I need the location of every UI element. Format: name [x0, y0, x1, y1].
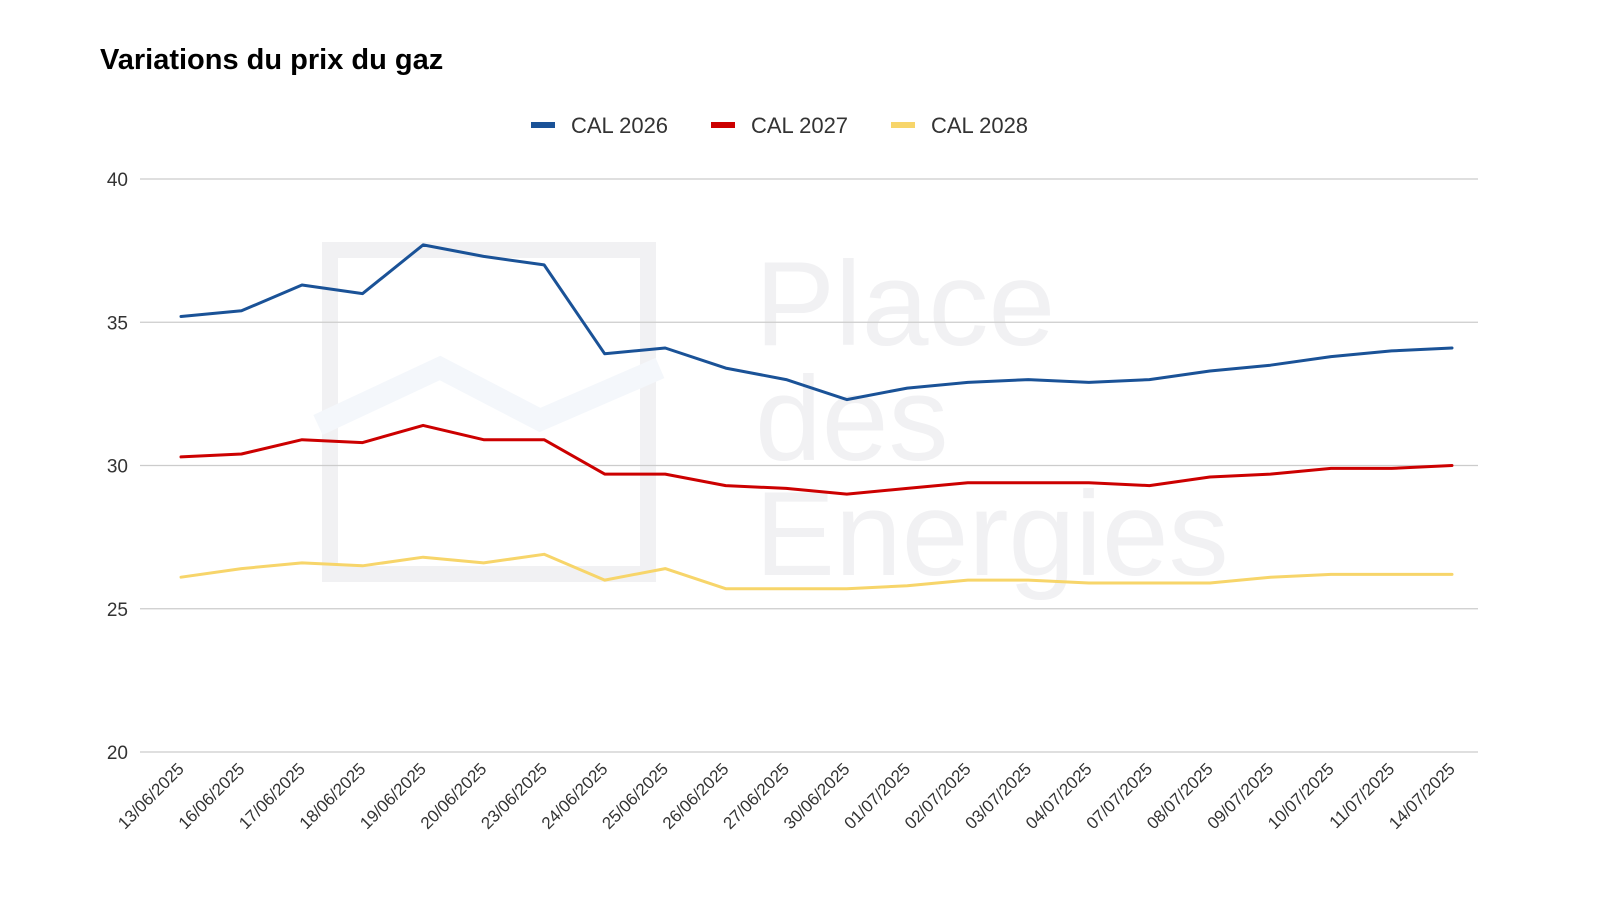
y-tick-label: 40	[107, 170, 128, 191]
x-tick-label: 14/07/2025	[1385, 759, 1459, 833]
x-tick-label: 10/07/2025	[1264, 759, 1338, 833]
series-lines	[179, 243, 1454, 591]
legend[interactable]: CAL 2026 CAL 2027 CAL 2028	[531, 113, 1028, 138]
watermark-text-place: Place	[755, 237, 1055, 371]
legend-swatch	[531, 122, 555, 128]
watermark-logo: Place des Energies	[313, 237, 1229, 601]
watermark-text-des: des	[755, 352, 948, 486]
y-axis: 40 35 30 25 20	[107, 170, 128, 764]
legend-label: CAL 2027	[751, 113, 848, 138]
legend-swatch	[711, 122, 735, 128]
chart-title: Variations du prix du gaz	[100, 44, 444, 76]
y-tick-label: 30	[107, 457, 128, 478]
legend-swatch	[891, 122, 915, 128]
y-tick-label: 20	[107, 743, 128, 764]
y-tick-label: 35	[107, 313, 128, 334]
series-line-cal-2027[interactable]	[179, 423, 1454, 496]
y-tick-label: 25	[107, 600, 128, 621]
legend-label: CAL 2026	[571, 113, 668, 138]
x-axis: 13/06/202516/06/202517/06/202518/06/2025…	[114, 759, 1459, 833]
legend-item-cal-2026[interactable]: CAL 2026	[531, 113, 668, 138]
series-line-cal-2026[interactable]	[179, 243, 1454, 402]
legend-item-cal-2028[interactable]: CAL 2028	[891, 113, 1028, 138]
series-line-cal-2028[interactable]	[179, 552, 1454, 591]
legend-label: CAL 2028	[931, 113, 1028, 138]
gridlines	[140, 178, 1478, 753]
legend-item-cal-2027[interactable]: CAL 2027	[711, 113, 848, 138]
